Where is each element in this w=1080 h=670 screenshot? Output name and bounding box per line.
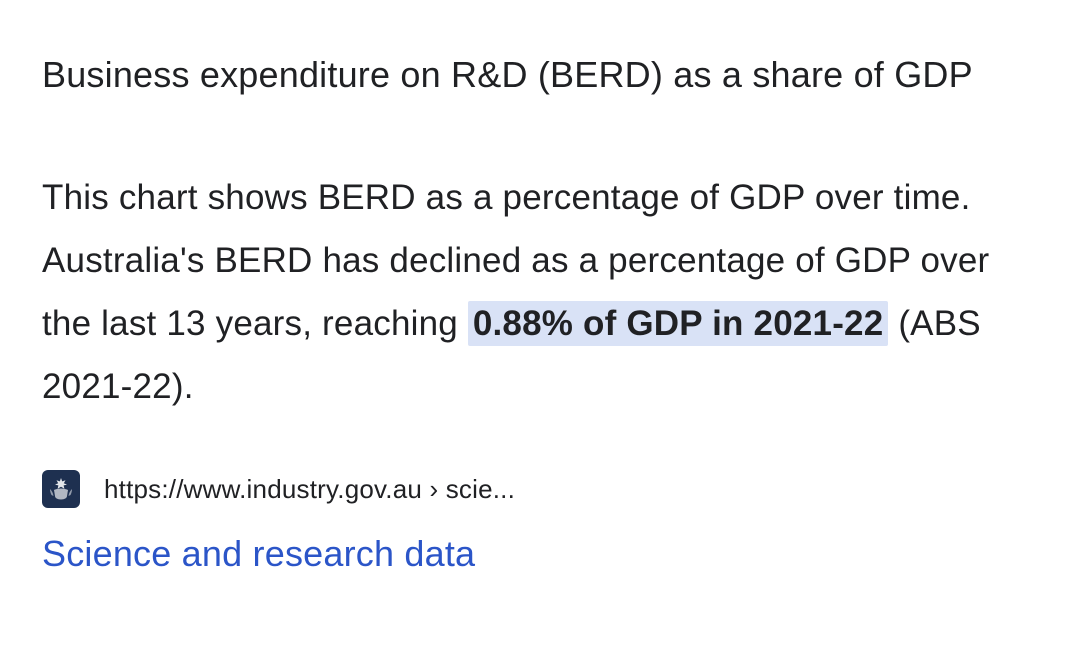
snippet-body-text-after: (ABS 2021-22). bbox=[42, 304, 981, 406]
search-result-snippet: Business expenditure on R&D (BERD) as a … bbox=[42, 54, 1036, 574]
snippet-body: This chart shows BERD as a percentage of… bbox=[42, 166, 1027, 418]
snippet-highlighted-answer: 0.88% of GDP in 2021-22 bbox=[467, 301, 889, 346]
australian-government-crest-icon bbox=[42, 470, 80, 508]
result-source-row[interactable]: https://www.industry.gov.au › scie... bbox=[42, 470, 1036, 508]
snippet-heading: Business expenditure on R&D (BERD) as a … bbox=[42, 54, 973, 95]
result-title-link[interactable]: Science and research data bbox=[42, 533, 476, 574]
snippet-body-text-before: This chart shows BERD as a percentage of… bbox=[42, 178, 990, 343]
source-url: https://www.industry.gov.au › scie... bbox=[104, 474, 516, 504]
